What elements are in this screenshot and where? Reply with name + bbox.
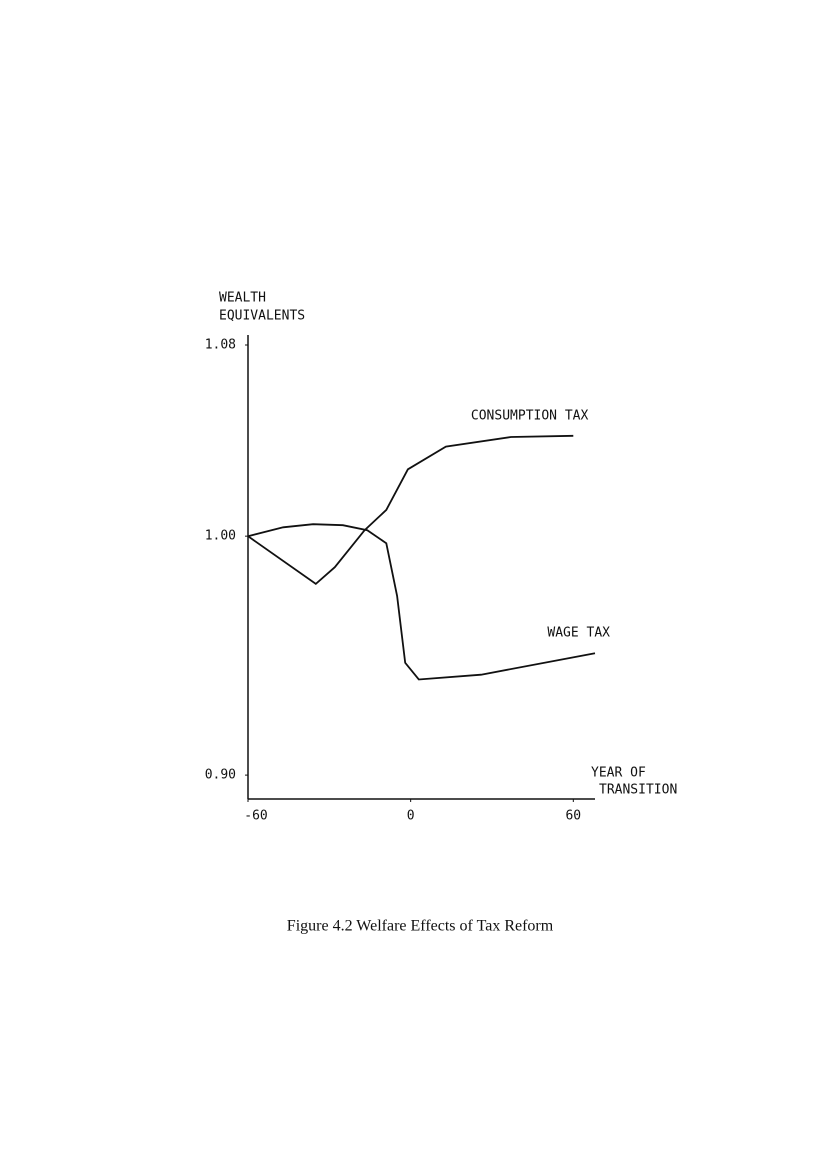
y-axis-title: WEALTH bbox=[219, 291, 266, 306]
y-tick-label: 0.90 bbox=[205, 768, 236, 783]
line bbox=[247, 523, 596, 681]
series-label: WAGE TAX bbox=[547, 626, 610, 641]
series-label: CONSUMPTION TAX bbox=[471, 408, 589, 423]
y-tick-label: 1.00 bbox=[205, 529, 236, 544]
x-tick-label: 0 bbox=[407, 809, 415, 824]
y-tick-label: 1.08 bbox=[205, 338, 236, 353]
x-axis-title: YEAR OF bbox=[591, 766, 646, 781]
x-tick-label: 60 bbox=[565, 809, 581, 824]
x-tick-label: -60 bbox=[244, 809, 267, 824]
x-axis-title: TRANSITION bbox=[599, 783, 677, 798]
caption: Figure 4.2 Welfare Effects of Tax Reform bbox=[287, 918, 554, 935]
line bbox=[247, 434, 574, 586]
y-axis-title: EQUIVALENTS bbox=[219, 309, 305, 324]
